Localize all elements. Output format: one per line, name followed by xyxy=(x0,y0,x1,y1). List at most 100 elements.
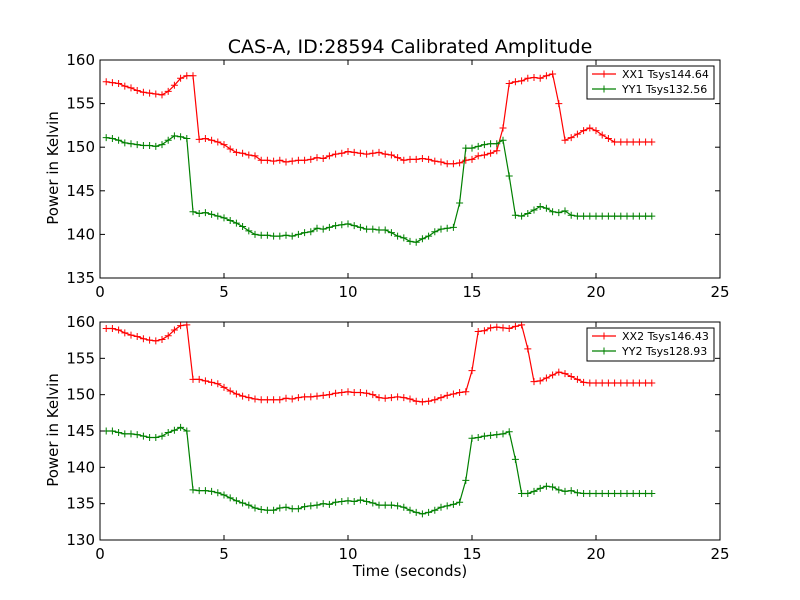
data-point xyxy=(164,332,172,340)
data-point xyxy=(177,74,185,82)
data-point xyxy=(356,149,364,157)
data-point xyxy=(232,497,240,505)
data-point xyxy=(133,333,141,341)
data-point xyxy=(133,141,141,149)
bottom-y-axis-label: Power in Kelvin xyxy=(44,373,62,487)
data-point xyxy=(580,489,588,497)
data-point xyxy=(313,392,321,400)
data-point xyxy=(226,494,234,502)
data-point xyxy=(456,199,464,207)
data-point xyxy=(462,388,470,396)
data-point xyxy=(635,489,643,497)
data-point xyxy=(561,487,569,495)
y-tick-label: 140 xyxy=(66,458,95,476)
data-point xyxy=(536,74,544,82)
data-point xyxy=(511,78,519,86)
data-point xyxy=(573,130,581,138)
data-point xyxy=(282,158,290,166)
data-point xyxy=(418,510,426,518)
data-point xyxy=(406,395,414,403)
data-point xyxy=(629,212,637,220)
data-point xyxy=(375,501,383,509)
data-point xyxy=(443,502,451,510)
data-point xyxy=(406,237,414,245)
data-point xyxy=(387,394,395,402)
data-point xyxy=(586,489,594,497)
data-point xyxy=(332,150,340,158)
data-point xyxy=(102,78,110,86)
data-point xyxy=(518,489,526,497)
data-point xyxy=(195,375,203,383)
data-point xyxy=(338,149,346,157)
data-point xyxy=(152,434,160,442)
data-point xyxy=(425,232,433,240)
data-point xyxy=(301,156,309,164)
data-point xyxy=(356,496,364,504)
data-point xyxy=(363,389,371,397)
data-point xyxy=(431,396,439,404)
data-point xyxy=(462,156,470,164)
data-point xyxy=(573,375,581,383)
data-point xyxy=(245,151,253,159)
data-point xyxy=(220,214,228,222)
data-point xyxy=(239,223,247,231)
data-point xyxy=(604,134,612,142)
data-point xyxy=(257,505,265,513)
data-point xyxy=(121,139,129,147)
data-point xyxy=(480,151,488,159)
data-point xyxy=(214,212,222,220)
data-point xyxy=(301,393,309,401)
data-point xyxy=(270,157,278,165)
data-point xyxy=(183,427,191,435)
data-point xyxy=(288,395,296,403)
data-point xyxy=(263,506,271,514)
data-point xyxy=(102,325,110,333)
data-point xyxy=(462,144,470,152)
data-point xyxy=(338,388,346,396)
data-point xyxy=(604,379,612,387)
data-point xyxy=(623,212,631,220)
data-point xyxy=(635,379,643,387)
data-point xyxy=(201,377,209,385)
data-point xyxy=(170,132,178,140)
data-point xyxy=(511,322,519,330)
legend-marker xyxy=(600,347,608,355)
data-point xyxy=(319,155,327,163)
top-panel: Power in Kelvin 0 5 10 15 20 25 135 140 145 150 15… xyxy=(44,51,730,301)
data-point xyxy=(164,87,172,95)
data-point xyxy=(431,228,439,236)
legend-box xyxy=(586,327,715,362)
data-point xyxy=(567,211,575,219)
data-point xyxy=(133,87,141,95)
data-point xyxy=(127,140,135,148)
data-point xyxy=(449,390,457,398)
data-point xyxy=(642,212,650,220)
data-point xyxy=(437,394,445,402)
data-point xyxy=(635,212,643,220)
data-point xyxy=(108,134,116,142)
data-point xyxy=(536,484,544,492)
data-point xyxy=(611,489,619,497)
data-point xyxy=(487,324,495,332)
data-point xyxy=(189,72,197,80)
data-point xyxy=(487,431,495,439)
data-point xyxy=(406,155,414,163)
data-point xyxy=(462,476,470,484)
data-point xyxy=(146,141,154,149)
data-point xyxy=(505,172,513,180)
data-point xyxy=(598,379,606,387)
y-tick-label: 145 xyxy=(66,182,95,200)
data-point xyxy=(276,232,284,240)
data-point xyxy=(586,212,594,220)
data-point xyxy=(146,89,154,97)
data-point xyxy=(381,501,389,509)
data-point xyxy=(375,394,383,402)
data-point xyxy=(431,506,439,514)
data-point xyxy=(338,221,346,229)
data-point xyxy=(319,225,327,233)
data-point xyxy=(363,150,371,158)
data-point xyxy=(325,500,333,508)
data-point xyxy=(108,79,116,87)
data-point xyxy=(183,134,191,142)
